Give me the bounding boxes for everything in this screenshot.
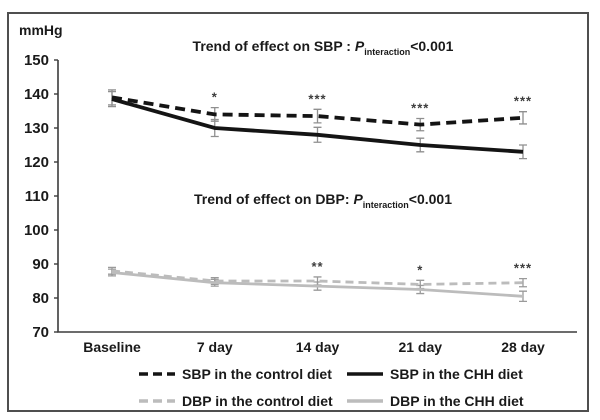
- series-line-dbp-in-the-chh-diet: [111, 271, 524, 298]
- y-tick-label: 120: [24, 154, 49, 171]
- dbp-trend-annotation: Trend of effect on DBP: Pinteraction<0.0…: [108, 191, 538, 210]
- p-subscript: interaction: [364, 46, 411, 57]
- legend-label: SBP in the control diet: [182, 365, 332, 382]
- y-tick-label: 70: [32, 324, 49, 341]
- legend: SBP in the control diet SBP in the CHH d…: [138, 360, 524, 414]
- p-value: <0.001: [408, 191, 453, 207]
- y-tick-label: 90: [32, 256, 49, 273]
- significance-marker-s2-p3: *: [417, 262, 423, 277]
- x-tick-label: 7 day: [197, 339, 233, 355]
- error-bar-s0-p4: [519, 111, 527, 125]
- x-tick-label: Baseline: [83, 339, 141, 355]
- significance-marker-s0-p4: ***: [514, 94, 532, 109]
- significance-marker-s2-p2: **: [311, 259, 323, 274]
- series-line-dbp-in-the-control-diet: [111, 269, 524, 286]
- significance-marker-s0-p3: ***: [411, 100, 429, 115]
- sbp-chh-line-sample: [347, 371, 383, 376]
- legend-label: DBP in the control diet: [182, 392, 333, 409]
- significance-marker-s0-p2: ***: [308, 91, 326, 106]
- x-tick-label: 14 day: [296, 339, 340, 355]
- x-tick-label: 21 day: [398, 339, 442, 355]
- sbp-trend-annotation: Trend of effect on SBP : Pinteraction<0.…: [108, 38, 538, 57]
- error-bar-s2-p4: [519, 277, 527, 288]
- legend-item-sbp-control: SBP in the control diet: [138, 360, 346, 387]
- dbp-annotation-text: Trend of effect on DBP:: [193, 191, 354, 207]
- x-tick-label: 28 day: [501, 339, 545, 355]
- figure-border: [7, 12, 589, 412]
- sbp-control-line-sample: [139, 371, 175, 376]
- legend-item-sbp-chh: SBP in the CHH diet: [346, 360, 523, 387]
- p-value: <0.001: [410, 38, 454, 54]
- dbp-control-line-sample: [139, 398, 175, 403]
- legend-item-dbp-chh: DBP in the CHH diet: [346, 387, 524, 414]
- significance-marker-s2-p4: ***: [514, 261, 532, 276]
- series-line-sbp-in-the-chh-diet: [111, 97, 524, 154]
- series-line-sbp-in-the-control-diet: [111, 95, 524, 127]
- y-tick-label: 130: [24, 120, 49, 137]
- y-tick-label: 150: [24, 52, 49, 69]
- p-symbol: P: [353, 191, 363, 207]
- y-tick-label: 140: [24, 86, 49, 103]
- p-symbol: P: [354, 38, 365, 54]
- y-tick-label: 100: [24, 222, 49, 239]
- error-bar-s0-p2: [313, 108, 322, 124]
- dbp-chh-line-sample: [347, 398, 383, 403]
- y-tick-label: 80: [32, 290, 49, 307]
- p-subscript: interaction: [362, 199, 409, 210]
- sbp-annotation-text: Trend of effect on SBP :: [192, 38, 355, 54]
- y-axis-unit-label: mmHg: [19, 22, 63, 38]
- significance-marker-s0-p1: *: [212, 90, 218, 105]
- legend-label: SBP in the CHH diet: [390, 365, 523, 382]
- y-tick-label: 110: [25, 188, 49, 205]
- legend-item-dbp-control: DBP in the control diet: [138, 387, 346, 414]
- legend-label: DBP in the CHH diet: [390, 392, 524, 409]
